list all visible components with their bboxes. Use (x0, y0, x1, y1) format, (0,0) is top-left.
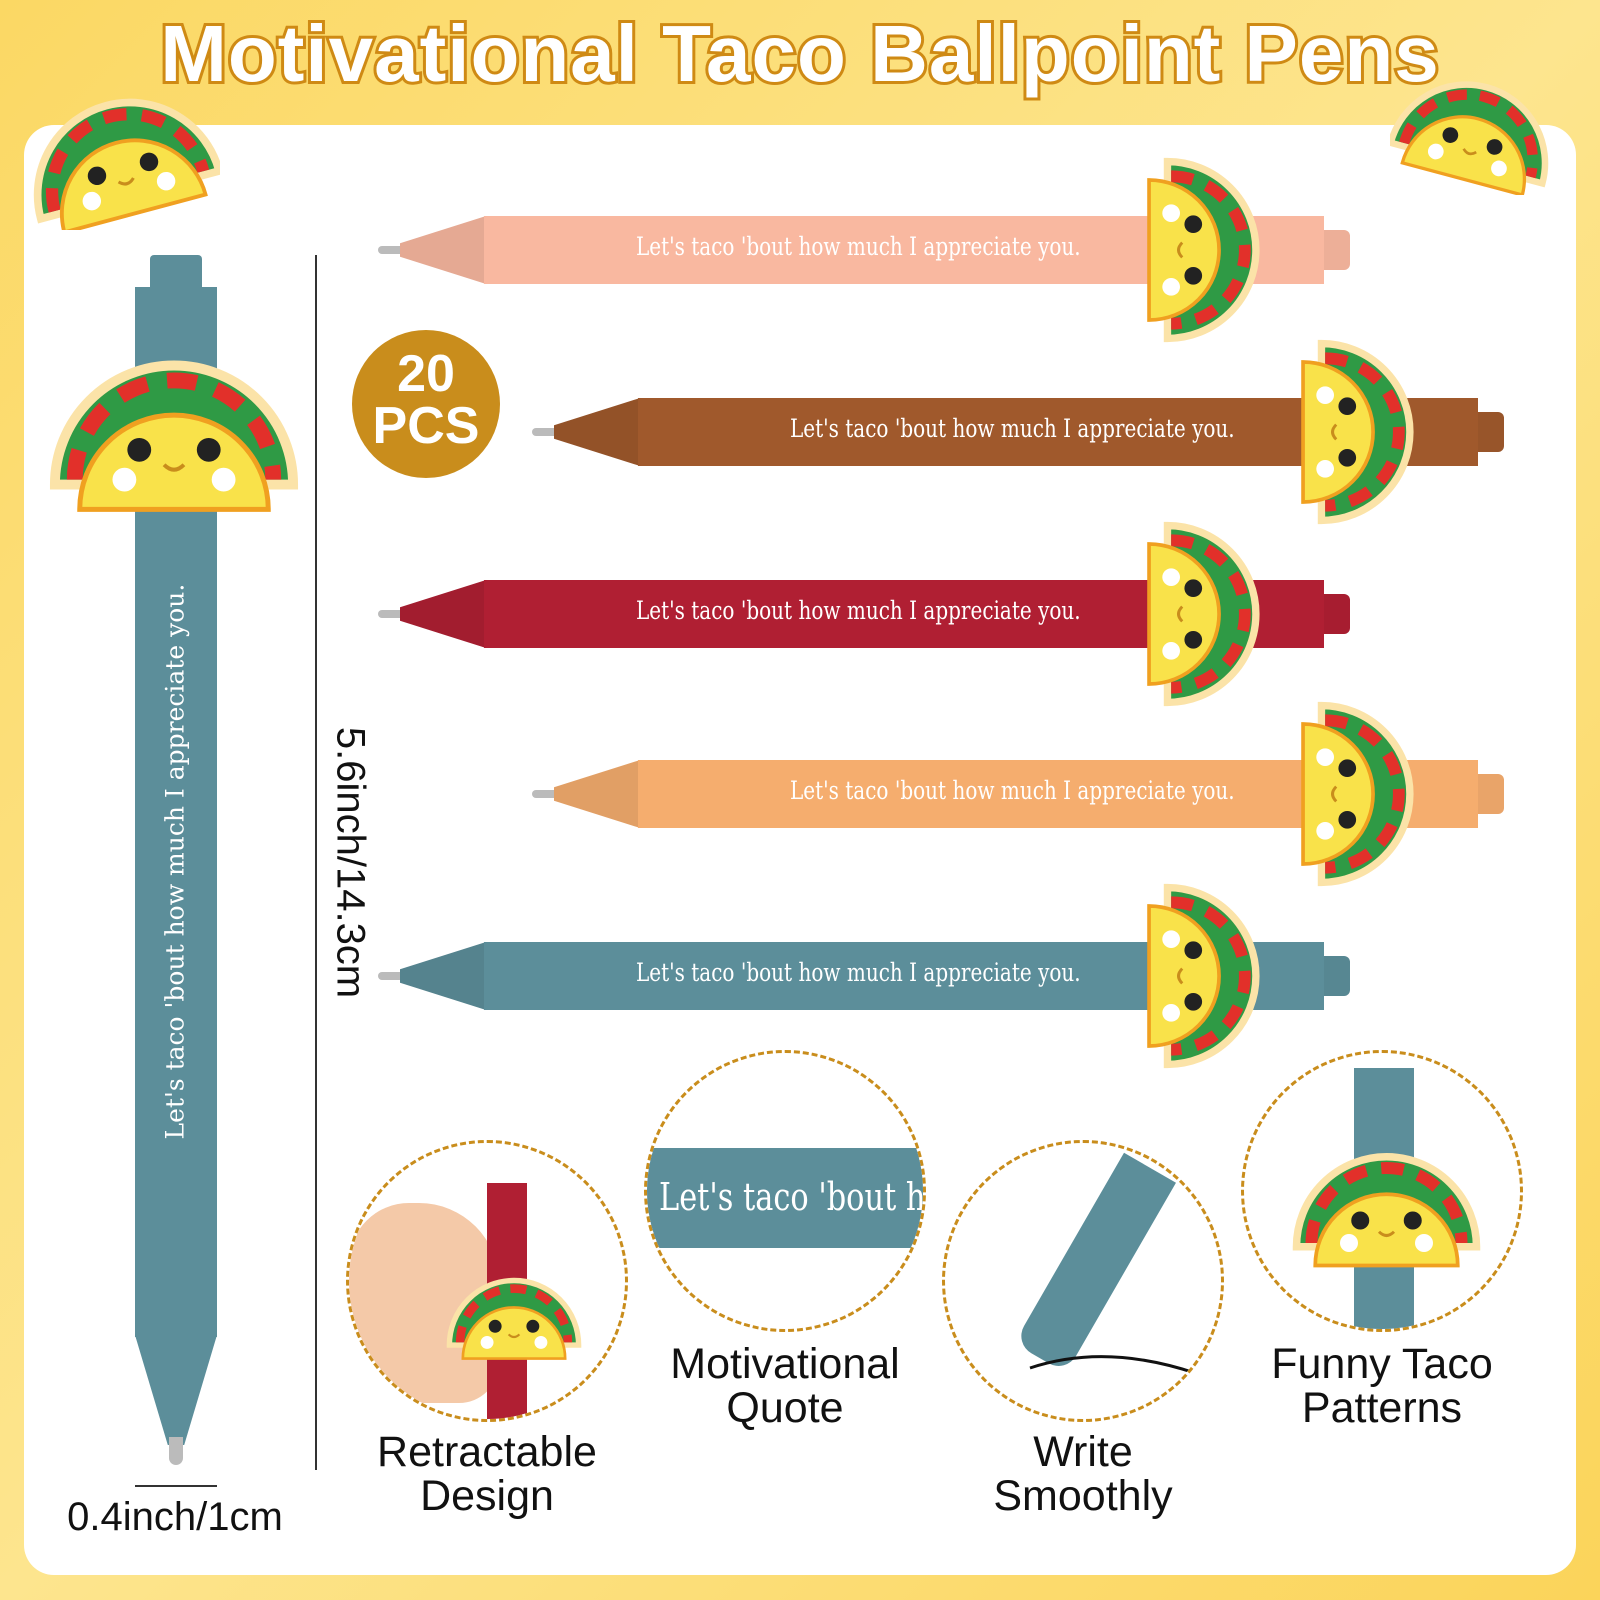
feature-circle-taco (1241, 1050, 1523, 1332)
pen-quote: Let's taco 'bout how much I appreciate y… (636, 232, 1081, 261)
pen-quote: Let's taco 'bout how much I appreciate y… (160, 583, 190, 1140)
width-dimension-line (135, 1485, 217, 1487)
taco-clip-icon (1292, 694, 1432, 894)
feature-circle-writing (942, 1140, 1224, 1422)
length-label: 5.6inch/14.3cm (328, 726, 373, 999)
pen-tip (378, 610, 406, 618)
width-label: 0.4inch/1cm (67, 1495, 283, 1539)
pen-tip (378, 972, 406, 980)
feature-label-quote: Motivational Quote (670, 1340, 900, 1432)
pen-tip (378, 246, 406, 254)
quantity-badge: 20 PCS (352, 330, 500, 478)
feature-label-taco: Funny Taco Patterns (1271, 1340, 1493, 1432)
feature-circle-retractable (346, 1140, 628, 1422)
page-title: Motivational Taco Ballpoint Pens (157, 6, 1442, 101)
cartoon-taco-left (20, 70, 220, 230)
quote-closeup: Let's taco 'bout ho (659, 1175, 926, 1219)
pen-tip (532, 428, 560, 436)
feature-circle-quote: Let's taco 'bout ho (644, 1050, 926, 1332)
taco-clip-icon (45, 335, 303, 525)
length-dimension-line (315, 255, 317, 1470)
taco-clip-icon (1138, 514, 1278, 714)
feature-label-retractable: Retractable Design (377, 1428, 597, 1520)
taco-clip-icon (1138, 150, 1278, 350)
cartoon-taco-right (1390, 55, 1560, 195)
taco-clip-icon (1292, 332, 1432, 532)
pen-tip (532, 790, 560, 798)
pen-quote: Let's taco 'bout how much I appreciate y… (790, 414, 1235, 443)
feature-label-writing: Write Smoothly (993, 1428, 1173, 1520)
pen-quote: Let's taco 'bout how much I appreciate y… (636, 958, 1081, 987)
taco-clip-icon (1138, 876, 1278, 1076)
pen-quote: Let's taco 'bout how much I appreciate y… (790, 776, 1235, 805)
pen-quote: Let's taco 'bout how much I appreciate y… (636, 596, 1081, 625)
